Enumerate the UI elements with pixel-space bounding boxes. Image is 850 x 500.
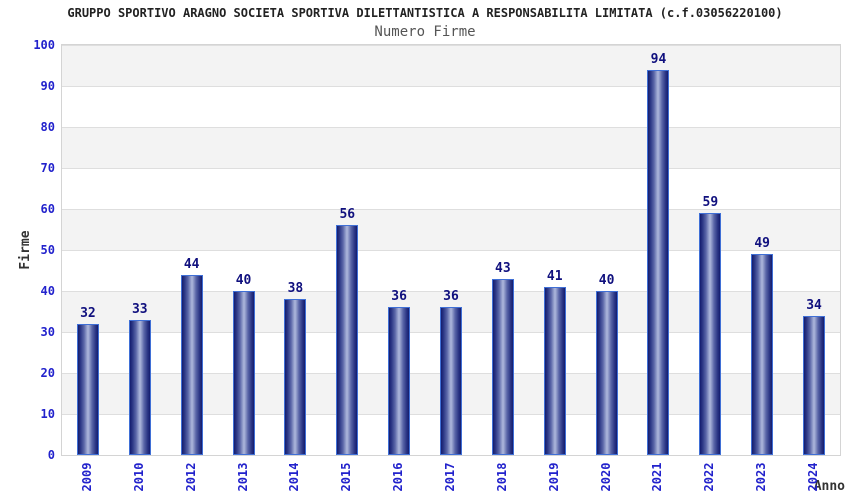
bar-value-label: 33 <box>131 301 148 317</box>
y-tick-label: 30 <box>40 325 55 339</box>
bar-value-label: 59 <box>702 195 719 211</box>
bar-2022 <box>699 213 722 455</box>
y-tick-label: 50 <box>40 243 55 257</box>
x-tick-label: 2010 <box>131 462 146 492</box>
y-tick-label: 80 <box>40 120 55 134</box>
y-tick-label: 100 <box>33 38 55 52</box>
bar-value-label: 38 <box>287 281 304 297</box>
x-tick-label: 2023 <box>754 462 769 492</box>
bar-value-label: 36 <box>443 289 459 305</box>
y-tick-label: 0 <box>47 448 55 462</box>
bar-2024 <box>803 315 826 455</box>
bar-2019 <box>543 286 566 455</box>
bar-2014 <box>284 299 307 455</box>
bar-2010 <box>128 319 151 455</box>
x-tick-label: 2024 <box>806 462 821 492</box>
plot-area: 32 33 44 40 38 56 36 36 43 41 40 94 59 49 34 <box>61 44 841 456</box>
x-tick-label: 2015 <box>339 462 354 492</box>
bar-2021 <box>647 69 670 455</box>
x-tick-label: 2012 <box>183 462 198 492</box>
y-tick-label: 70 <box>40 161 55 175</box>
bar-value-label: 32 <box>80 305 96 321</box>
bar-value-label: 43 <box>495 260 511 276</box>
bar-value-label: 44 <box>183 256 200 272</box>
bar-2017 <box>440 307 462 455</box>
x-tick-label: 2018 <box>494 462 509 492</box>
x-axis-label: Anno <box>813 479 845 494</box>
chart-subtitle: Numero Firme <box>374 24 476 40</box>
x-tick-label: 2009 <box>79 462 94 492</box>
bar-value-label: 49 <box>754 236 771 252</box>
bar-value-label: 40 <box>598 273 615 288</box>
bar-2012 <box>180 274 203 455</box>
x-tick-label: 2016 <box>391 462 406 492</box>
x-tick-label: 2021 <box>650 462 665 492</box>
x-tick-label: 2020 <box>598 462 613 492</box>
bar-value-label: 94 <box>650 51 667 67</box>
bar-2023 <box>751 254 774 455</box>
x-tick-label: 2013 <box>235 462 250 492</box>
y-tick-label: 10 <box>40 407 55 421</box>
bar-value-label: 56 <box>339 207 356 223</box>
y-tick-label: 90 <box>40 79 55 93</box>
bar-2020 <box>595 291 618 455</box>
bar-value-label: 41 <box>546 268 563 284</box>
y-tick-label: 20 <box>40 366 55 380</box>
bar-value-label: 36 <box>391 289 407 305</box>
chart-title: GRUPPO SPORTIVO ARAGNO SOCIETA SPORTIVA … <box>67 6 783 20</box>
bar-2013 <box>232 291 255 455</box>
bar-value-label: 40 <box>235 273 252 288</box>
bar-2009 <box>76 323 99 455</box>
x-tick-label: 2017 <box>443 462 457 492</box>
x-tick-label: 2014 <box>287 462 302 492</box>
x-tick-label: 2022 <box>702 462 717 492</box>
bar-2018 <box>491 278 514 455</box>
y-tick-label: 40 <box>40 284 55 298</box>
x-tick-label: 2019 <box>546 462 561 492</box>
y-tick-label: 60 <box>40 202 55 216</box>
bar-2015 <box>336 225 359 455</box>
bar-value-label: 34 <box>806 297 822 313</box>
bar-2016 <box>388 307 411 455</box>
